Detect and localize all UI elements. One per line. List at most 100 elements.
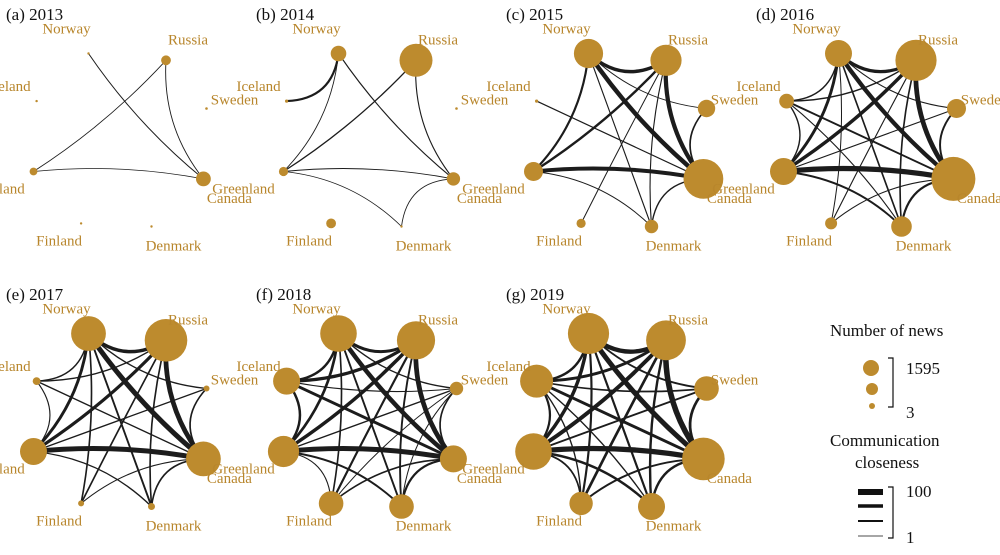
node-2019-sweden <box>694 376 719 401</box>
label-2014-iceland: Iceland <box>237 79 282 95</box>
edge-2018-sweden-greenland <box>282 387 458 453</box>
edge-2014-denmark-canada <box>401 178 454 227</box>
edge-2014-greenland-canada <box>283 168 454 180</box>
node-2019-russia <box>646 320 686 361</box>
edge-2016-norway-sweden <box>837 52 958 110</box>
legend-closeness-title-1: Communication <box>830 431 940 450</box>
panels-layer: (a) 2013NorwayRussiaSwedenCanadaDenmarkF… <box>0 5 1000 535</box>
node-2019-iceland <box>520 364 554 398</box>
label-2019-iceland: Iceland <box>487 359 532 375</box>
legend-closeness-bracket <box>888 486 894 539</box>
label-2017-russia: Russia <box>168 312 208 328</box>
label-2014-greenland: Greenland <box>212 182 275 198</box>
node-2017-greenland <box>20 438 47 465</box>
node-2018-norway <box>320 315 357 352</box>
edge-2013-greenland-canada <box>33 168 204 180</box>
label-2018-norway: Norway <box>292 302 341 318</box>
label-2017-sweden: Sweden <box>211 373 259 389</box>
edge-2016-greenland-denmark <box>782 170 903 228</box>
edge-2015-norway-denmark <box>587 52 653 228</box>
label-2013-finland: Finland <box>36 233 82 249</box>
node-2018-sweden <box>449 381 464 396</box>
legend-closeness-title-2: closeness <box>855 453 919 472</box>
label-2019-denmark: Denmark <box>646 519 702 535</box>
label-2015-greenland: Greenland <box>462 182 525 198</box>
label-2019-russia: Russia <box>668 312 708 328</box>
node-2017-canada <box>186 441 221 477</box>
edge-2019-greenland-canada <box>530 445 707 462</box>
node-2015-canada <box>683 159 724 199</box>
label-2014-sweden: Sweden <box>461 93 509 109</box>
label-2013-greenland: Greenland <box>0 182 25 198</box>
panel-title-2014: (b) 2014 <box>256 5 315 24</box>
edge-2015-russia-denmark <box>649 59 667 228</box>
legend-size-max: 1595 <box>906 359 940 378</box>
node-2016-sweden <box>947 99 966 118</box>
label-2013-canada: Canada <box>207 191 252 207</box>
node-2013-canada <box>196 171 211 187</box>
edge-2018-russia-greenland <box>281 338 418 454</box>
node-2019-finland <box>569 491 593 516</box>
label-2016-canada: Canada <box>957 191 1000 207</box>
node-2013-norway <box>87 52 90 55</box>
edge-2017-norway-canada <box>85 330 206 462</box>
label-2014-canada: Canada <box>457 191 502 207</box>
panel-title-2016: (d) 2016 <box>756 5 814 24</box>
edge-2018-finland-russia <box>330 339 418 505</box>
label-2015-denmark: Denmark <box>646 239 702 255</box>
label-2017-finland: Finland <box>36 513 82 529</box>
label-2016-russia: Russia <box>918 32 958 48</box>
edge-2017-finland-russia <box>80 339 167 505</box>
legend-size-title: Number of news <box>830 321 943 340</box>
label-2014-norway: Norway <box>292 22 341 38</box>
edge-2018-norway-canada <box>336 331 456 462</box>
node-2014-norway <box>330 45 347 62</box>
label-2018-russia: Russia <box>418 312 458 328</box>
node-2018-russia <box>396 321 436 360</box>
panel-title-2013: (a) 2013 <box>6 5 63 24</box>
node-2016-finland <box>825 217 838 230</box>
label-2015-iceland: Iceland <box>487 79 532 95</box>
edge-2014-norway-greenland <box>283 53 339 172</box>
edge-2017-russia-greenland <box>31 338 168 454</box>
node-2017-norway <box>71 316 106 351</box>
edge-2014-russia-greenland <box>282 59 417 173</box>
label-2013-sweden: Sweden <box>211 93 259 109</box>
edge-2015-greenland-denmark <box>532 170 653 228</box>
edge-2019-iceland-denmark <box>535 380 653 508</box>
edge-2016-finland-norway <box>830 52 843 224</box>
edge-2016-greenland-canada <box>780 165 957 182</box>
edge-2016-sweden-greenland <box>782 107 958 173</box>
label-2016-iceland: Iceland <box>737 79 782 95</box>
edge-2018-finland-canada <box>330 458 455 505</box>
label-2013-norway: Norway <box>42 22 91 38</box>
node-2016-greenland <box>770 158 797 185</box>
label-2016-greenland: Greenland <box>712 182 775 198</box>
node-2017-finland <box>78 500 85 507</box>
label-2017-denmark: Denmark <box>146 519 202 535</box>
label-2015-finland: Finland <box>536 233 582 249</box>
edge-2018-iceland-sweden <box>286 380 458 393</box>
node-2018-iceland <box>273 367 301 395</box>
node-2014-greenland <box>278 166 289 177</box>
node-2014-russia <box>399 43 433 77</box>
node-2019-denmark <box>638 493 665 520</box>
node-2015-finland <box>576 218 586 228</box>
label-2019-canada: Canada <box>707 471 752 487</box>
edge-2018-russia-denmark <box>399 339 417 508</box>
panel-title-2015: (c) 2015 <box>506 5 563 24</box>
legend: Number of news 1595 3 Communication clos… <box>830 321 943 547</box>
edge-2016-finland-russia <box>830 59 917 224</box>
edge-2018-greenland-canada <box>280 445 456 462</box>
node-2016-denmark <box>891 216 912 237</box>
legend-size-bracket <box>888 357 894 408</box>
node-2013-sweden <box>205 107 208 110</box>
edge-2013-russia-greenland <box>33 59 167 172</box>
label-2016-denmark: Denmark <box>896 239 952 255</box>
panel-title-2017: (e) 2017 <box>6 285 64 304</box>
label-2015-russia: Russia <box>668 32 708 48</box>
